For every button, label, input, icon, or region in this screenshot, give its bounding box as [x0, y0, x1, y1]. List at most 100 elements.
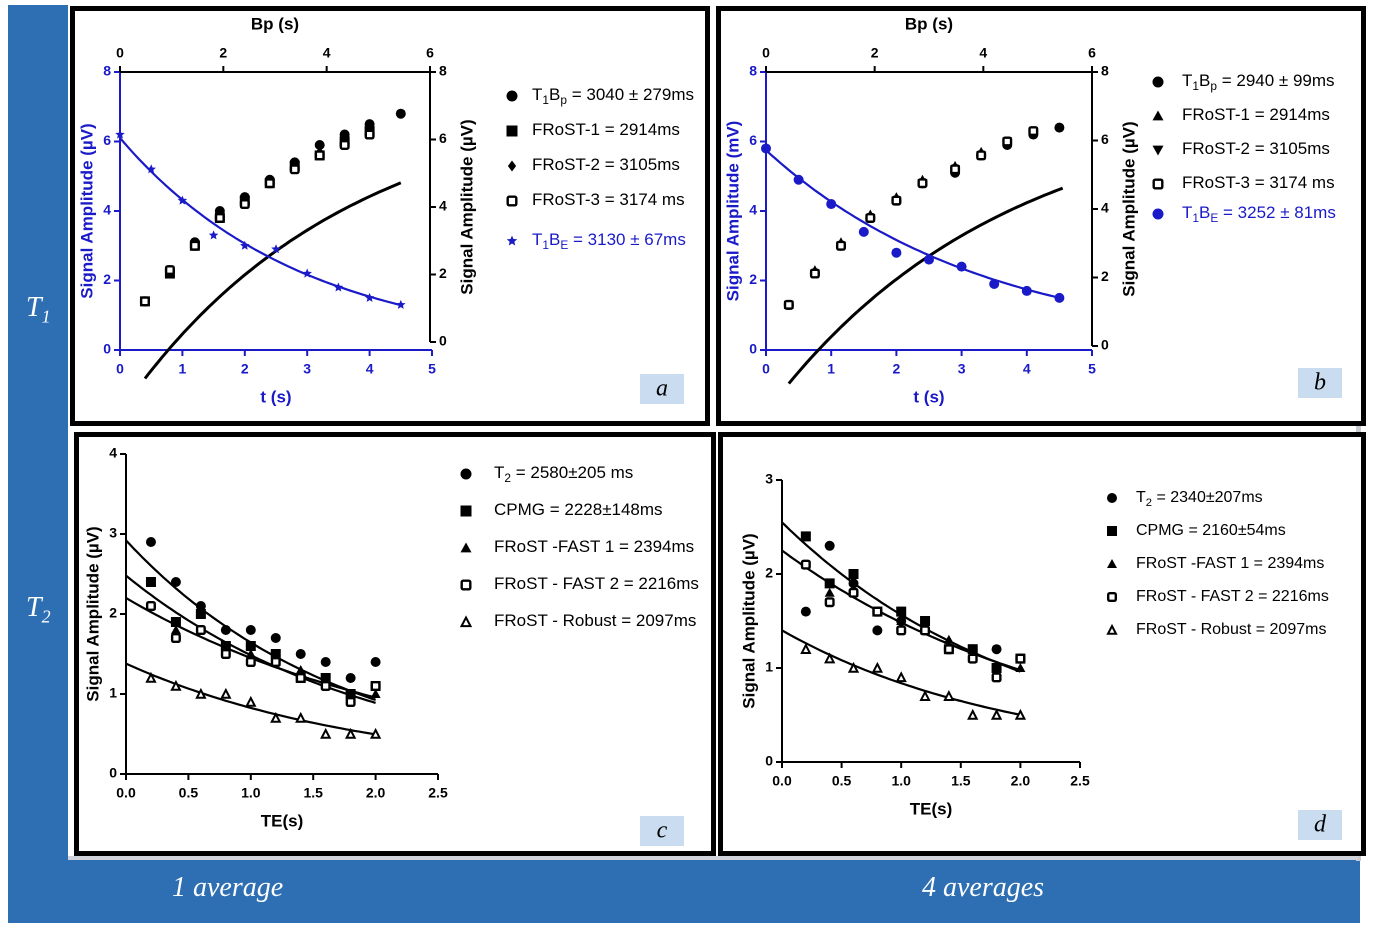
chart-c-point-s0-4 [245, 625, 256, 635]
chart-b-x-tick-label: 5 [1088, 361, 1096, 377]
chart-c-point-s0-8 [345, 673, 356, 683]
chart-b-point-s4-8 [1021, 285, 1032, 296]
chart-c-y-label: Signal Amplitude (µV) [83, 526, 102, 701]
chart-b-legend-text-3: FRoST-3 = 3174 ms [1182, 173, 1335, 192]
chart-d-point-s3-2 [848, 587, 859, 598]
chart-b-legend-marker-3 [1152, 178, 1164, 190]
chart-a-x-tick-label: 3 [303, 361, 311, 377]
chart-b-top-tick-label: 2 [871, 45, 879, 61]
chart-d-point-s2-4 [896, 616, 907, 625]
chart-a-point-s4-4 [240, 240, 250, 250]
chart-c-legend-text-0-sub: 2 [504, 471, 511, 485]
chart-a-point-s2-9 [365, 122, 374, 133]
chart-c-point-s4-8 [344, 727, 357, 739]
chart-a-x-tick-label: 2 [241, 361, 249, 377]
chart-a-x-tick-label: 4 [366, 361, 374, 377]
chart-d-legend-marker-0 [1107, 493, 1117, 503]
chart-d-x-tick-label: 2.0 [1011, 773, 1031, 789]
chart-d-point-s1-2 [848, 569, 859, 579]
chart-c-point-s2-9 [370, 689, 381, 698]
chart-c-x-tick-label: 0.5 [179, 785, 199, 801]
chart-a-legend-text-4-part: T [532, 230, 542, 249]
chart-d-point-s4-0 [800, 643, 812, 654]
chart-b-legend-marker-2 [1152, 145, 1164, 156]
chart-d-legend-text-0-part: T [1136, 489, 1146, 506]
chart-a-legend-text-1: FRoST-1 = 2914ms [532, 120, 680, 139]
chart-a-legend-text-0-sub: p [560, 93, 567, 107]
chart-b-y-tick-label: 4 [749, 202, 757, 218]
chart-d-legend-text-3-part: FRoST - FAST 2 = 2216ms [1136, 588, 1329, 605]
chart-a-point-s4-2 [177, 195, 188, 205]
chart-c-point-s3-0 [145, 600, 156, 611]
chart-d-legend-text-0: T2 = 2340±207ms [1136, 489, 1263, 509]
chart-b-point-s4-9 [1054, 292, 1065, 303]
chart-a-top-tick-label: 0 [116, 45, 124, 61]
chart-c-legend-text-4: FRoST - Robust = 2097ms [494, 611, 696, 630]
chart-a-legend-text-3: FRoST-3 = 3174 ms [532, 190, 685, 209]
chart-a-point-s3-8 [339, 139, 350, 150]
chart-b-point-s3-5 [917, 178, 928, 189]
chart-d-point-s3-8 [991, 672, 1002, 683]
chart-b-point-s4-0 [761, 143, 771, 154]
chart-c-fit-curve-3 [125, 662, 376, 736]
chart-a-point-s4-3 [208, 230, 219, 240]
row-label-t1-sub: 1 [41, 306, 51, 327]
chart-a-panel-tag: a [656, 376, 668, 402]
chart-a-legend-text-0: T1Bp = 3040 ± 279ms [532, 85, 694, 107]
chart-b-fit-curve-1 [765, 149, 1063, 300]
chart-a-legend-marker-1 [506, 125, 518, 137]
chart-c-legend-text-3: FRoST - FAST 2 = 2216ms [494, 574, 699, 593]
chart-d-legend-text-0-sub: 2 [1146, 497, 1152, 509]
chart-c-panel-tag-bg [640, 816, 684, 846]
chart-d-point-s2-1 [824, 587, 835, 597]
chart-c-point-s3-3 [220, 648, 231, 659]
chart-b-y-label: Signal Amplitude (mV) [723, 121, 742, 302]
chart-c-point-s1-2 [195, 609, 206, 619]
chart-b-top-tick-label: 0 [762, 45, 770, 61]
panel-c-chart: 0 1 2 3 4 0.0 0.5 1.0 1.5 2.0 2.5 TE(s) Signal Ampli… [74, 432, 716, 856]
chart-a-point-s3-0 [139, 296, 150, 307]
chart-c-point-s0-2 [195, 601, 206, 611]
chart-b-point-s3-4 [891, 195, 902, 206]
chart-a-right-label: Signal Amplitude (µV) [457, 119, 476, 294]
chart-b-panel-border [716, 6, 1366, 426]
chart-c-point-s3-7 [320, 680, 331, 691]
chart-b-legend-marker-0 [1152, 76, 1164, 88]
chart-d-legend-text-1: CPMG = 2160±54ms [1136, 522, 1286, 539]
chart-c-y-tick-label: 0 [109, 765, 117, 781]
chart-d-point-s2-8 [991, 663, 1002, 672]
chart-a-legend-marker-3 [506, 195, 518, 207]
chart-b-legend-text-2: FRoST-2 = 3105ms [1182, 139, 1330, 158]
chart-a-y-label: Signal Amplitude (µV) [77, 123, 96, 298]
column-label-4-averages: 4 averages [922, 872, 1045, 903]
chart-c-point-s3-5 [270, 656, 281, 667]
chart-d-point-s4-9 [1014, 708, 1027, 720]
chart-d-legend-text-2: FRoST -FAST 1 = 2394ms [1136, 555, 1324, 572]
chart-d-point-s1-0 [800, 531, 811, 542]
chart-b-legend-text-4-part: T [1182, 203, 1192, 222]
chart-d-y-tick-label: 2 [765, 565, 773, 581]
chart-c-point-s2-6 [295, 665, 306, 674]
chart-b-legend-text-3-part: FRoST-3 = 3174 ms [1182, 173, 1335, 192]
chart-b-legend-text-0-part: T [1182, 71, 1192, 90]
chart-a-x-label: t (s) [260, 387, 291, 406]
chart-d-point-s1-1 [824, 578, 835, 589]
chart-c-x-tick-label: 1.0 [241, 785, 261, 801]
chart-d-legend-text-0-part: = 2340±207ms [1152, 489, 1263, 506]
chart-c-y-tick-label: 4 [109, 445, 117, 461]
chart-a-legend-text-0-sub: 1 [542, 93, 549, 107]
chart-b-point-s4-4 [891, 247, 902, 258]
chart-a-point-s4-1 [146, 164, 156, 174]
chart-a-point-s4-8 [364, 292, 375, 302]
chart-c-point-s2-4 [245, 649, 256, 658]
chart-a-right-tick-label: 4 [439, 198, 447, 214]
chart-a-top-tick-label: 6 [426, 45, 434, 61]
chart-a-legend-marker-0 [506, 90, 518, 102]
chart-b-point-s4-5 [924, 254, 934, 265]
chart-d-point-s3-9 [1015, 653, 1026, 664]
chart-d-y-tick-label: 3 [765, 471, 773, 487]
chart-d-point-s3-3 [872, 606, 883, 617]
